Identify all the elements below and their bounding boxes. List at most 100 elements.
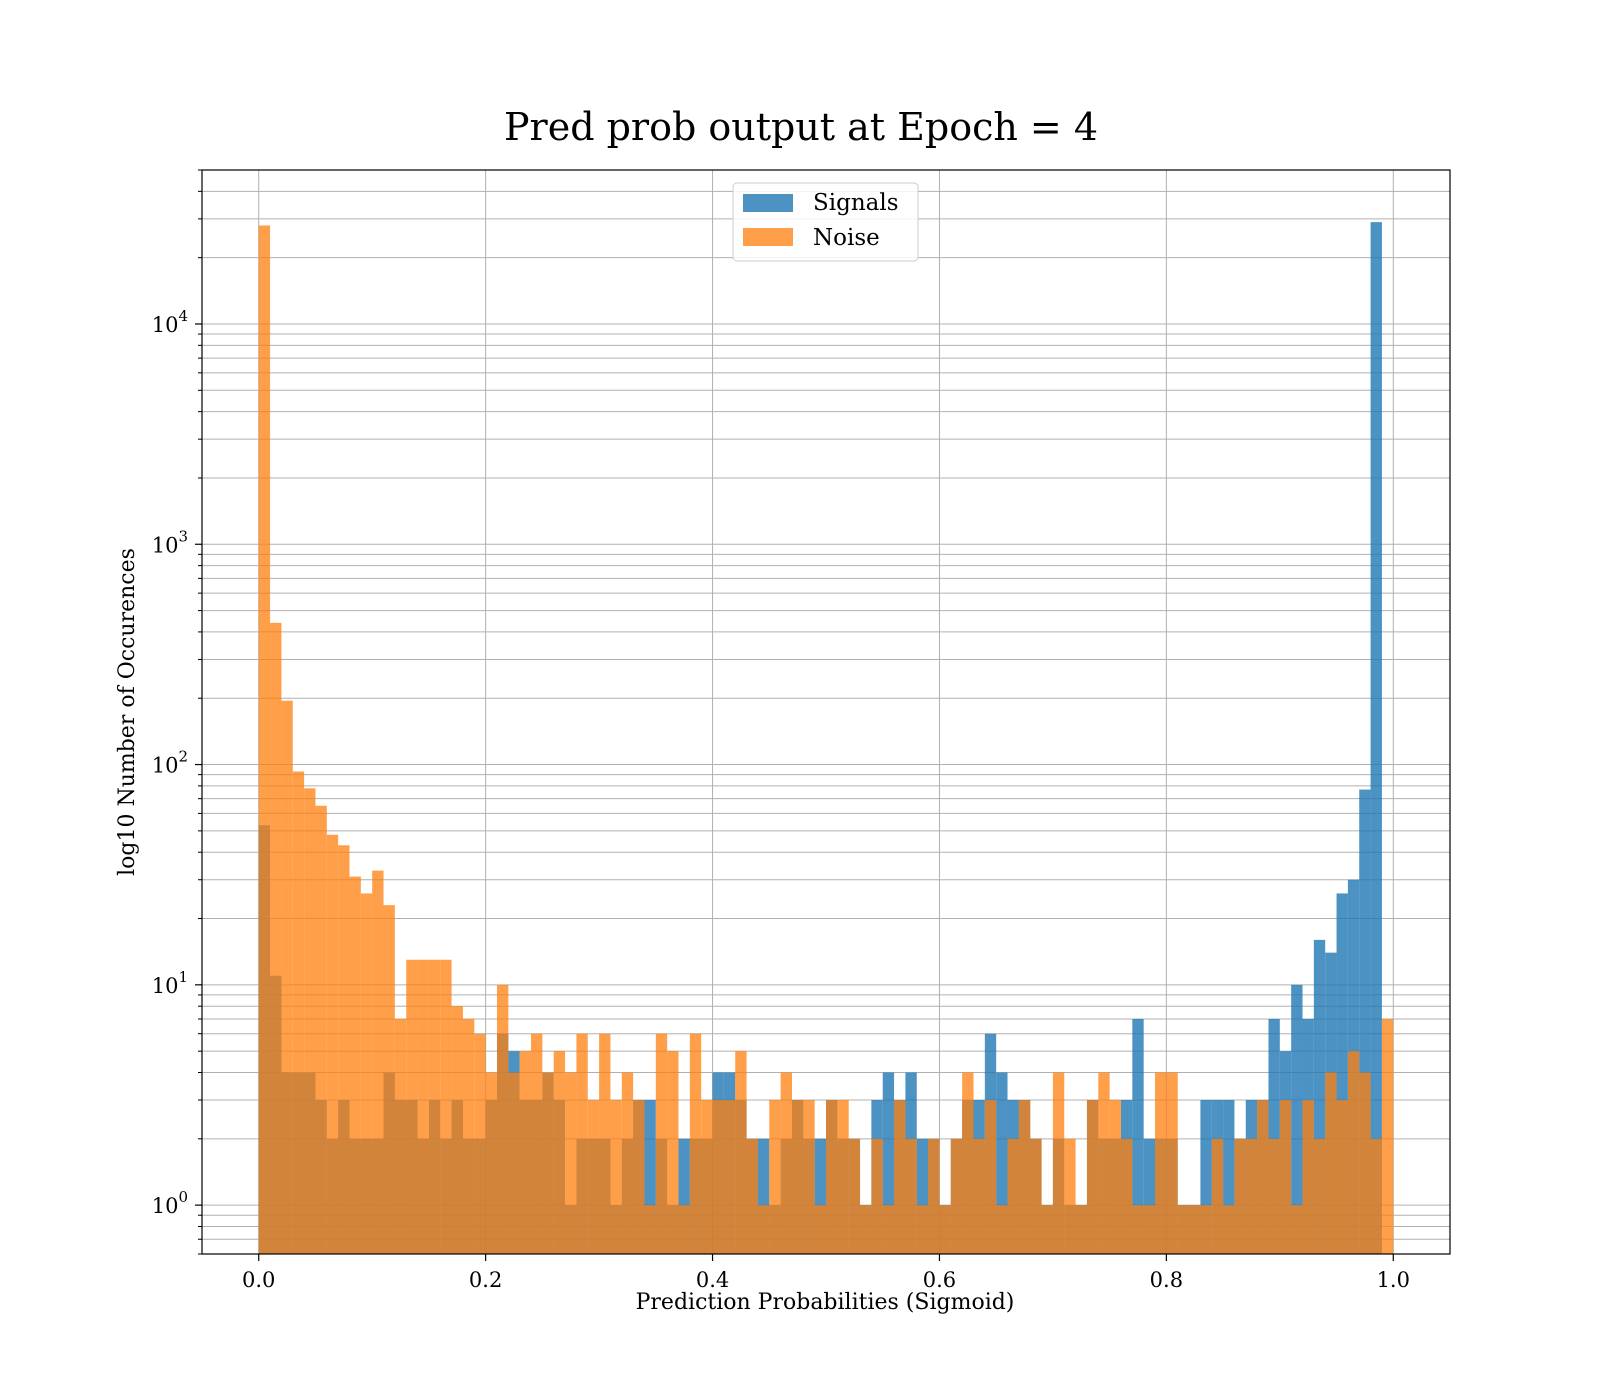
- x-tick-label: 0.8: [1150, 1268, 1183, 1292]
- bar-noise: [485, 1072, 497, 1254]
- bar-signals: [1291, 984, 1303, 1254]
- y-tick-label: 100: [152, 1188, 188, 1218]
- bar-noise: [1279, 1100, 1292, 1254]
- histogram-bars: [258, 222, 1394, 1254]
- bar-noise: [848, 1138, 861, 1254]
- bar-noise: [996, 1205, 1008, 1254]
- bar-noise: [1007, 1138, 1019, 1254]
- bar-noise: [474, 1033, 486, 1254]
- bar-noise: [349, 876, 361, 1254]
- bar-signals: [996, 1072, 1008, 1254]
- bar-noise: [587, 1100, 600, 1254]
- bar-noise: [542, 1072, 554, 1254]
- bar-noise: [791, 1100, 804, 1254]
- bar-noise: [496, 984, 509, 1254]
- bar-noise: [610, 1100, 622, 1254]
- bar-noise: [553, 1051, 566, 1254]
- bar-noise: [916, 1205, 929, 1254]
- bar-noise: [1177, 1205, 1190, 1254]
- x-tick-label: 0.4: [696, 1268, 729, 1292]
- bar-noise: [417, 959, 429, 1254]
- x-axis-ticks: 0.0 0.2 0.4 0.6 0.8 1.0: [242, 1254, 1410, 1292]
- bar-noise: [894, 1100, 906, 1254]
- y-tick-label: 101: [152, 968, 188, 998]
- bar-noise: [1200, 1205, 1212, 1254]
- bar-noise: [1064, 1138, 1076, 1254]
- bar-signals: [882, 1072, 895, 1254]
- bar-noise: [326, 834, 339, 1254]
- bar-noise: [1234, 1138, 1246, 1254]
- bar-noise: [837, 1100, 849, 1254]
- bar-noise: [599, 1033, 611, 1254]
- bar-noise: [860, 1205, 872, 1254]
- bar-signals: [1132, 1018, 1144, 1254]
- bar-noise: [871, 1138, 883, 1254]
- bar-noise: [962, 1072, 974, 1254]
- bar-noise: [803, 1100, 815, 1254]
- bar-noise: [1370, 1138, 1382, 1254]
- bar-noise: [814, 1205, 826, 1254]
- bar-noise: [451, 1006, 463, 1254]
- bar-noise: [882, 1205, 895, 1254]
- y-tick-label: 104: [152, 307, 188, 337]
- bar-noise: [1257, 1100, 1269, 1254]
- bar-noise: [394, 1018, 407, 1254]
- x-axis-label: Prediction Probabilities (Sigmoid): [636, 1290, 1015, 1315]
- bar-noise: [678, 1205, 690, 1254]
- bar-signals: [1200, 1100, 1212, 1254]
- bar-noise: [1120, 1138, 1133, 1254]
- bar-noise: [1336, 1100, 1348, 1254]
- bar-noise: [292, 771, 305, 1254]
- bar-noise: [531, 1033, 543, 1254]
- bar-noise: [1359, 1072, 1371, 1254]
- bar-noise: [973, 1138, 985, 1254]
- bar-noise: [735, 1051, 747, 1254]
- bar-noise: [258, 225, 271, 1254]
- bar-signals: [814, 1138, 826, 1254]
- x-tick-label: 0.0: [242, 1268, 275, 1292]
- bar-noise: [1132, 1205, 1144, 1254]
- bar-noise: [1211, 1138, 1224, 1254]
- bar-noise: [723, 1100, 736, 1254]
- bar-noise: [655, 1033, 668, 1254]
- bar-noise: [1109, 1100, 1121, 1254]
- bar-noise: [1268, 1138, 1280, 1254]
- bar-noise: [565, 1072, 577, 1254]
- legend-label-signals: Signals: [813, 190, 899, 216]
- bar-noise: [315, 805, 327, 1254]
- chart-title: Pred prob output at Epoch = 4: [504, 105, 1098, 149]
- bar-noise: [1018, 1100, 1031, 1254]
- plot-frame: [201, 169, 1451, 1255]
- y-tick-label: 103: [152, 527, 188, 557]
- bar-noise: [440, 959, 452, 1254]
- bar-noise: [1302, 1100, 1314, 1254]
- bar-noise: [633, 1100, 645, 1254]
- y-tick-label: 102: [152, 748, 188, 778]
- bar-noise: [746, 1138, 758, 1254]
- bar-noise: [826, 1100, 838, 1254]
- bar-noise: [1030, 1138, 1042, 1254]
- bar-noise: [281, 700, 293, 1254]
- bar-signals: [1313, 939, 1326, 1254]
- bar-noise: [372, 870, 384, 1254]
- x-tick-label: 1.0: [1377, 1268, 1410, 1292]
- bar-noise: [757, 1205, 770, 1254]
- bar-noise: [780, 1072, 792, 1254]
- bar-noise: [1347, 1051, 1360, 1254]
- x-tick-label: 0.6: [923, 1268, 956, 1292]
- plot-area: [201, 169, 1451, 1255]
- bar-noise: [428, 959, 441, 1254]
- y-axis-label: log10 Number of Occurences: [115, 548, 140, 876]
- bar-noise: [1381, 1018, 1394, 1254]
- bar-signals: [1223, 1100, 1235, 1254]
- bar-signals: [1370, 222, 1382, 1254]
- bar-noise: [1245, 1138, 1258, 1254]
- bar-noise: [905, 1138, 917, 1254]
- bar-noise: [576, 1033, 588, 1254]
- bar-noise: [1223, 1205, 1235, 1254]
- bar-signals: [1336, 893, 1348, 1254]
- bar-noise: [1052, 1072, 1065, 1254]
- legend-swatch-signals: [743, 194, 793, 212]
- bar-noise: [1155, 1072, 1167, 1254]
